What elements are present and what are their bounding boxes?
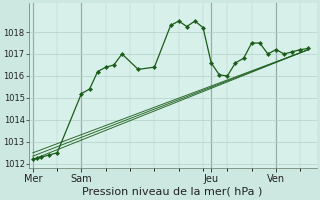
X-axis label: Pression niveau de la mer( hPa ): Pression niveau de la mer( hPa ) xyxy=(83,187,263,197)
